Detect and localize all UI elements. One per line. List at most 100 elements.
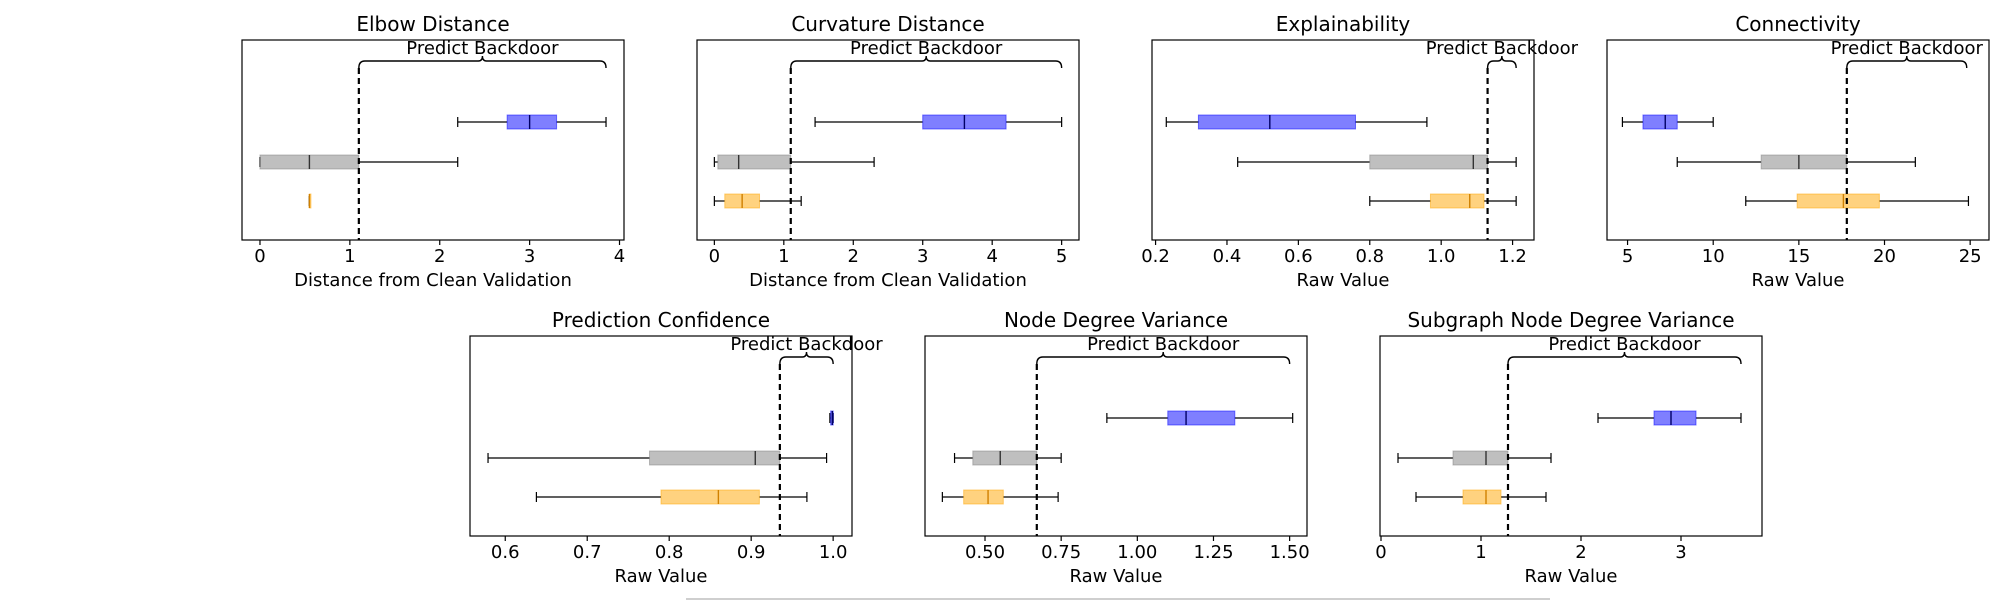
box-orange: [713, 193, 802, 209]
box-iqr: [1429, 193, 1485, 209]
x-tick-label: 3: [917, 246, 928, 267]
subplot-title: Curvature Distance: [791, 12, 984, 36]
axes-frame: [241, 39, 625, 241]
box-orange: [1415, 489, 1547, 505]
x-tick-label: 0.2: [1141, 246, 1170, 267]
box-iqr: [660, 489, 760, 505]
threshold-label: Predict Backdoor: [730, 334, 883, 355]
x-tick-label: 15: [1787, 246, 1810, 267]
box-iqr: [717, 154, 792, 170]
x-tick-label: 3: [1675, 542, 1686, 563]
box-blue: [1597, 410, 1742, 426]
x-tick-label: 0.75: [1041, 542, 1081, 563]
subplot-title: Subgraph Node Degree Variance: [1407, 308, 1734, 332]
x-tick-label: 5: [1622, 246, 1633, 267]
box-iqr: [1796, 193, 1880, 209]
x-tick-label: 10: [1702, 246, 1725, 267]
box-gray: [1397, 450, 1552, 466]
axes-frame: [696, 39, 1080, 241]
subplot-title: Node Degree Variance: [1004, 308, 1228, 332]
x-tick-label: 2: [1575, 542, 1586, 563]
axes-frame: [1379, 335, 1763, 537]
threshold-bracket: [1036, 351, 1291, 365]
x-tick-label: 20: [1873, 246, 1896, 267]
threshold-bracket: [790, 55, 1063, 69]
subplot-title: Explainability: [1276, 12, 1411, 36]
threshold-label: Predict Backdoor: [1548, 334, 1701, 355]
subplot-title: Elbow Distance: [356, 12, 509, 36]
box-gray: [487, 450, 828, 466]
box-orange: [308, 193, 312, 209]
box-blue: [1165, 114, 1428, 130]
x-tick-label: 1.2: [1498, 246, 1527, 267]
x-tick-label: 1: [778, 246, 789, 267]
box-iqr: [1760, 154, 1848, 170]
x-axis-label: Raw Value: [1751, 270, 1844, 291]
x-tick-label: 0.6: [1284, 246, 1313, 267]
x-tick-label: 0: [1375, 542, 1386, 563]
threshold-bracket: [358, 55, 607, 69]
x-axis-label: Raw Value: [1524, 566, 1617, 587]
x-tick-label: 4: [986, 246, 997, 267]
x-axis-label: Distance from Clean Validation: [749, 270, 1027, 291]
box-blue: [457, 114, 607, 130]
box-blue: [1106, 410, 1294, 426]
threshold-label: Predict Backdoor: [1426, 38, 1579, 59]
x-tick-label: 1: [1475, 542, 1486, 563]
box-gray: [953, 450, 1062, 466]
threshold-bracket: [1507, 351, 1742, 365]
box-gray: [1237, 154, 1517, 170]
x-tick-label: 1: [344, 246, 355, 267]
box-orange: [1745, 193, 1970, 209]
x-tick-label: 0.7: [573, 542, 602, 563]
box-iqr: [1462, 489, 1502, 505]
box-blue: [814, 114, 1063, 130]
threshold-label: Predict Backdoor: [850, 38, 1003, 59]
box-iqr: [1369, 154, 1489, 170]
box-blue: [829, 410, 834, 426]
axes-frame: [1151, 39, 1535, 241]
box-orange: [535, 489, 808, 505]
x-tick-label: 0: [709, 246, 720, 267]
subplot-title: Connectivity: [1735, 12, 1860, 36]
box-iqr: [506, 114, 558, 130]
x-tick-label: 0.50: [965, 542, 1005, 563]
threshold-label: Predict Backdoor: [406, 38, 559, 59]
threshold-bracket: [1486, 55, 1517, 69]
axes-frame: [469, 335, 853, 537]
threshold-bracket: [1846, 55, 1968, 69]
box-gray: [713, 154, 875, 170]
legend-edge: [686, 598, 1550, 600]
box-iqr: [1653, 410, 1697, 426]
x-tick-label: 1.50: [1270, 542, 1310, 563]
axes-frame: [1606, 39, 1990, 241]
box-iqr: [1197, 114, 1356, 130]
subplot-title: Prediction Confidence: [552, 308, 770, 332]
x-tick-label: 1.25: [1193, 542, 1233, 563]
box-iqr: [1452, 450, 1509, 466]
x-axis-label: Distance from Clean Validation: [294, 270, 572, 291]
subplot: Explainability Predict Backdoor 0.2 0.4 0.6 0…: [1141, 12, 1578, 291]
x-tick-label: 0.8: [1355, 246, 1384, 267]
x-tick-label: 5: [1056, 246, 1067, 267]
threshold-label: Predict Backdoor: [1087, 334, 1240, 355]
x-tick-label: 0: [254, 246, 265, 267]
box-gray: [1676, 154, 1916, 170]
x-tick-label: 0.6: [491, 542, 520, 563]
box-iqr: [972, 450, 1038, 466]
x-axis-label: Raw Value: [614, 566, 707, 587]
box-iqr: [1642, 114, 1678, 130]
x-tick-label: 0.9: [737, 542, 766, 563]
x-axis-label: Raw Value: [1296, 270, 1389, 291]
x-tick-label: 0.4: [1213, 246, 1242, 267]
x-tick-label: 0.8: [655, 542, 684, 563]
box-iqr: [649, 450, 781, 466]
x-tick-label: 2: [848, 246, 859, 267]
